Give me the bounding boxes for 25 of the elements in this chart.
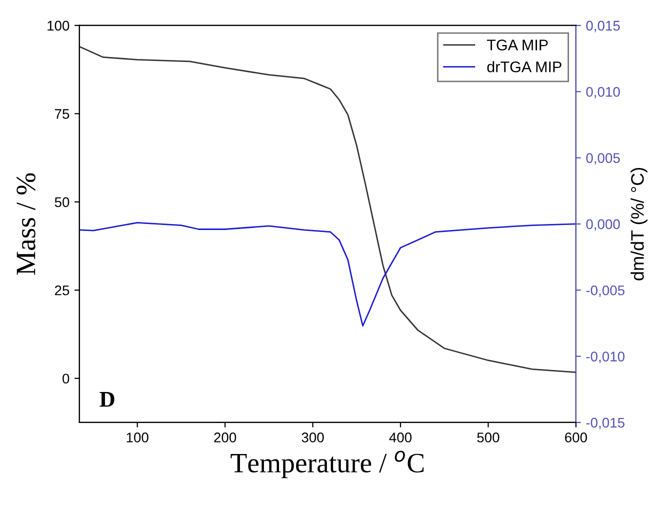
y-axis-title: Mass / % bbox=[16, 173, 36, 275]
legend-label: drTGA MIP bbox=[487, 61, 562, 72]
x-tick-label: 500 bbox=[477, 432, 500, 442]
x-tick-label: 400 bbox=[389, 432, 412, 442]
x-tick-label: 600 bbox=[565, 432, 587, 442]
y2-tick-label: 0,005 bbox=[586, 153, 620, 165]
annotation: D bbox=[100, 392, 114, 407]
x-axis-title: Temperature / $^{o}$C bbox=[230, 450, 424, 478]
y2-tick-label: -0,010 bbox=[586, 352, 624, 364]
x-tick-label: 300 bbox=[302, 432, 324, 442]
x-tick-label: 200 bbox=[214, 432, 236, 442]
y-tick-label: 25 bbox=[54, 285, 70, 296]
y-tick-label: 0 bbox=[62, 374, 70, 384]
y-tick-label: 75 bbox=[54, 109, 70, 119]
y2-tick-label: 0,015 bbox=[586, 20, 620, 32]
line-series bbox=[79, 222, 576, 327]
y2-tick-label: 0,010 bbox=[586, 86, 620, 98]
y2-tick-label: 0,000 bbox=[586, 219, 620, 231]
y-tick-label: 50 bbox=[54, 197, 70, 208]
y2-tick-label: -0,015 bbox=[586, 418, 624, 430]
y-tick-label: 100 bbox=[48, 20, 70, 31]
y2-axis-title: dm/dT (%/ °C) bbox=[630, 168, 648, 280]
legend-label: TGA MIP bbox=[486, 40, 548, 50]
x-tick-label: 100 bbox=[126, 432, 148, 442]
y2-tick-label: -0,005 bbox=[586, 285, 624, 297]
